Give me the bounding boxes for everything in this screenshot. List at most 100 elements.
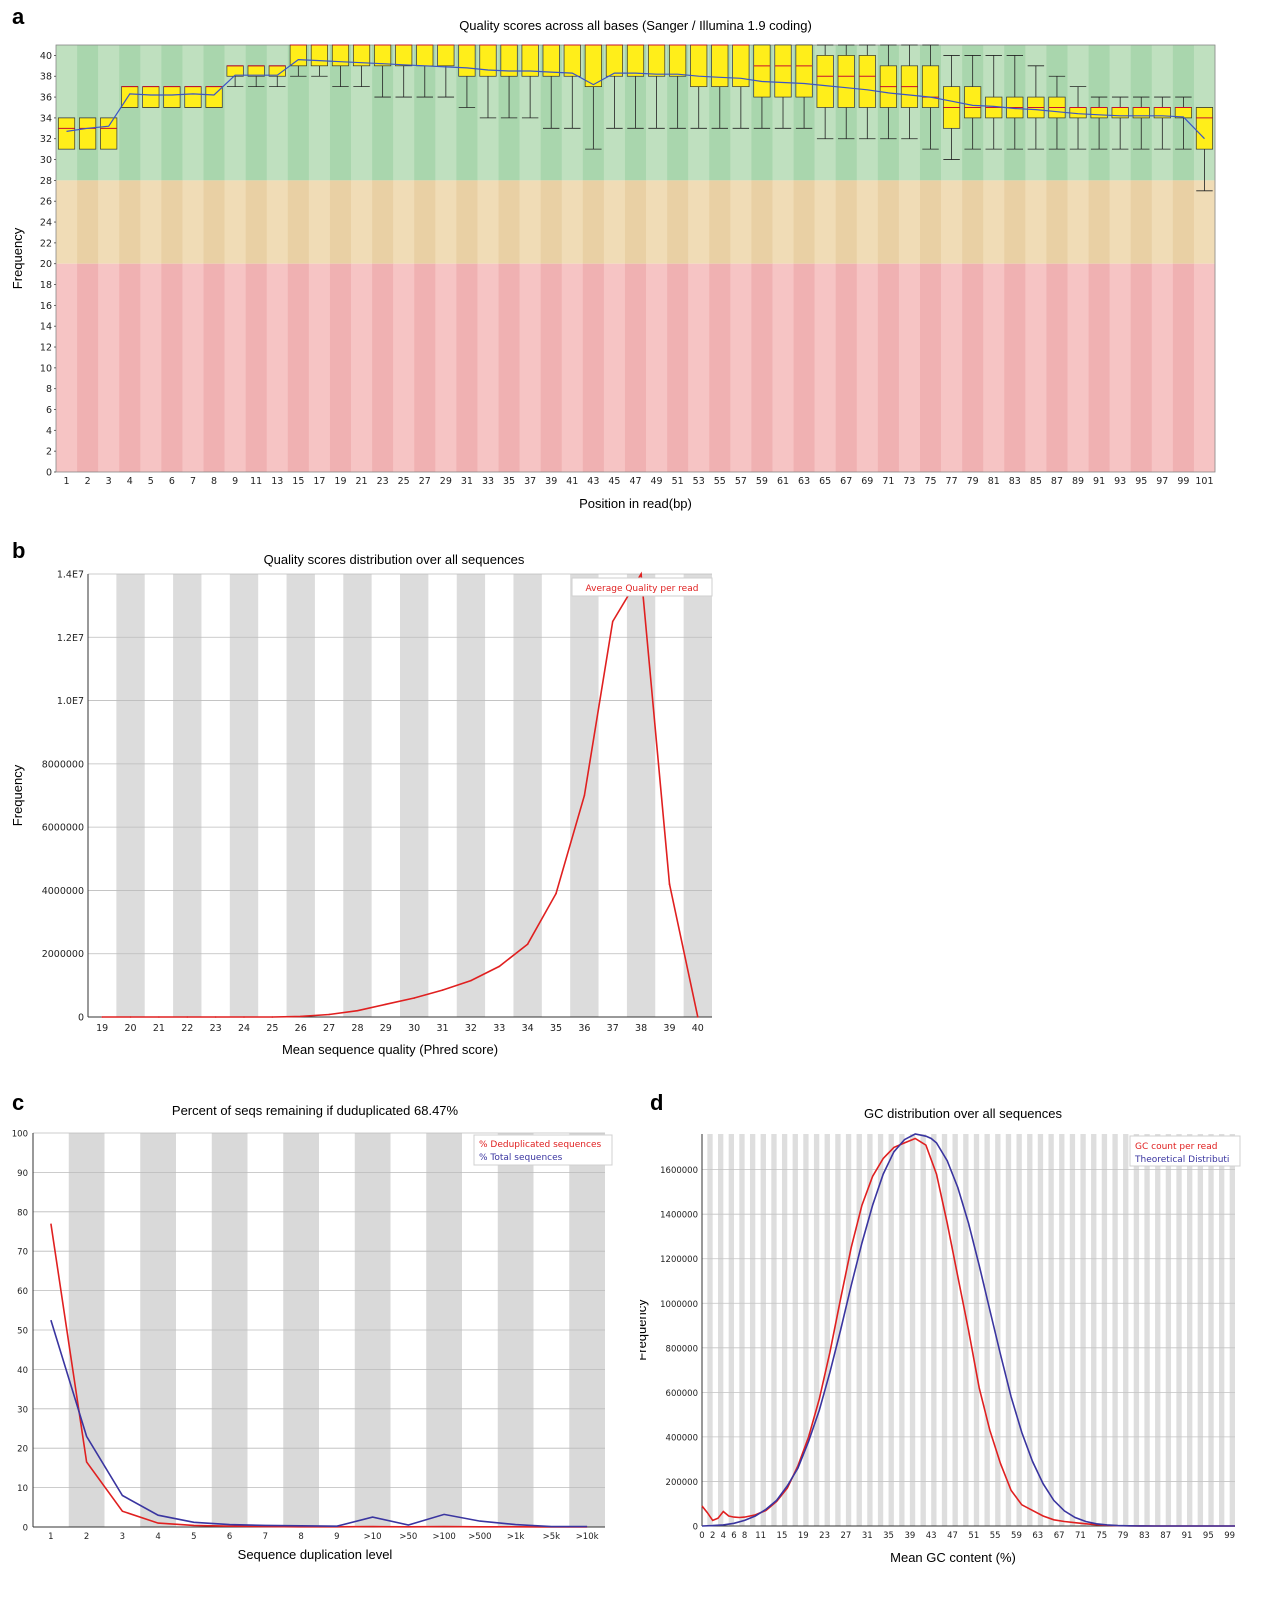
ytick-a-14: 14 [40,322,52,333]
stripe-d-97 [1219,1134,1225,1526]
box-4 [142,86,160,108]
zone-2-stripe-30 [688,263,710,472]
panel-label-a: a [12,4,25,29]
zone-2-stripe-43 [962,263,984,472]
xtick-a-20: 33 [482,476,494,487]
ytick-a-24: 24 [40,218,52,229]
xtick-c-4: 5 [191,1532,196,1542]
stripe-b-11 [400,574,429,1017]
zone-1-stripe-41 [919,180,942,264]
ytick-b-5: 1.0E7 [57,696,84,707]
zone-2-stripe-47 [1046,263,1068,472]
xtick-a-53: 99 [1177,476,1189,487]
xtick-d-11: 35 [883,1531,894,1541]
legend-c [473,1134,613,1166]
stripe-d-79 [1123,1134,1129,1526]
xtick-b-14: 33 [493,1023,505,1034]
xtick-a-54: 101 [1195,476,1213,487]
xtick-a-36: 65 [819,476,831,487]
ytick-c-100: 100 [12,1130,28,1140]
stripe-d-81 [1133,1134,1140,1526]
zone-1-stripe-33 [751,180,773,264]
stripe-d-71 [1080,1134,1086,1526]
ytick-d-5: 1000000 [660,1300,698,1310]
zone-2-stripe-10 [266,263,289,472]
box-38 [858,55,876,108]
ytick-a-22: 22 [40,238,52,249]
box-13 [331,44,350,67]
chart-c-duplication-levels: 0 10 20 30 40 50 60 70 80 90 100 1 2 3 4 5 6 7 8 9 >10 >50 >10… [12,1103,613,1562]
xtick-a-10: 13 [271,476,283,487]
zone-1-stripe-39 [877,180,900,264]
stripe-b-13 [456,574,486,1017]
xtick-d-8: 23 [819,1531,830,1541]
zone-2-stripe-7 [203,263,225,472]
chart-b-title: Quality scores distribution over all seq… [264,552,525,567]
box-26 [605,44,623,77]
zone-1-stripe-32 [730,180,752,264]
zone-2-stripe-27 [624,263,647,472]
xtick-a-3: 4 [127,476,133,487]
ytick-a-34: 34 [40,113,52,124]
zone-1-stripe-29 [667,180,689,264]
zone-1-stripe-10 [266,180,289,264]
box-28 [648,44,666,77]
xtick-b-6: 25 [266,1023,278,1034]
zone-2-stripe-48 [1067,263,1089,472]
zone-1-stripe-21 [498,180,520,264]
xtick-a-21: 35 [503,476,515,487]
xtick-c-15: >10k [576,1532,599,1542]
stripe-d-95 [1208,1134,1214,1526]
stripe-d-37 [899,1134,905,1526]
xtick-a-40: 73 [903,476,915,487]
xtick-c-10: >50 [399,1532,417,1542]
stripe-b-21 [683,574,712,1017]
zone-1-stripe-13 [329,180,352,264]
xtick-d-24: 87 [1160,1531,1171,1541]
legend-c-1-label: % Total sequences [479,1153,563,1163]
stripe-b-7 [286,574,315,1017]
xtick-a-14: 21 [356,476,368,487]
xtick-c-12: >500 [468,1532,491,1542]
ytick-c-0: 0 [23,1524,28,1534]
stripe-d-69 [1069,1134,1076,1526]
xtick-c-5: 6 [227,1532,232,1542]
ytick-d-0: 0 [693,1523,698,1533]
stripe-d-41 [920,1134,926,1526]
stripe-d-21 [813,1134,820,1526]
zone-1-stripe-35 [793,180,815,264]
xtick-a-28: 49 [651,476,663,487]
ytick-d-7: 1400000 [660,1211,698,1221]
point-b-10 [385,1003,387,1006]
point-b-19 [640,573,642,575]
box-16 [395,44,413,67]
xtick-c-3: 4 [155,1532,160,1542]
box-18 [437,44,455,67]
xtick-c-11: >100 [432,1532,455,1542]
xtick-d-9: 27 [840,1531,851,1541]
zone-1-stripe-7 [203,180,225,264]
zone-0-stripe-3 [119,45,141,181]
zone-2-stripe-36 [814,263,836,472]
ytick-d-2: 400000 [666,1433,698,1443]
point-b-7 [299,1015,302,1018]
zone-2-stripe-11 [287,263,310,472]
ytick-a-4: 4 [46,426,52,437]
xtick-a-12: 17 [313,476,325,487]
box-17 [416,44,434,67]
xtick-a-46: 85 [1030,476,1042,487]
xtick-c-2: 3 [120,1532,125,1542]
xtick-c-7: 8 [298,1532,303,1542]
stripe-d-47 [952,1134,958,1526]
ytick-a-38: 38 [40,72,52,83]
stripe-d-33 [877,1134,884,1526]
zone-1-stripe-48 [1067,180,1089,264]
zone-1-stripe-53 [1172,180,1195,264]
ytick-a-2: 2 [46,447,52,458]
zone-1-stripe-11 [287,180,310,264]
zone-1-stripe-38 [856,180,879,264]
zone-1-stripe-6 [182,180,204,264]
xtick-b-7: 26 [295,1023,307,1034]
xtick-a-7: 8 [211,476,217,487]
zone-0-stripe-9 [245,45,268,181]
